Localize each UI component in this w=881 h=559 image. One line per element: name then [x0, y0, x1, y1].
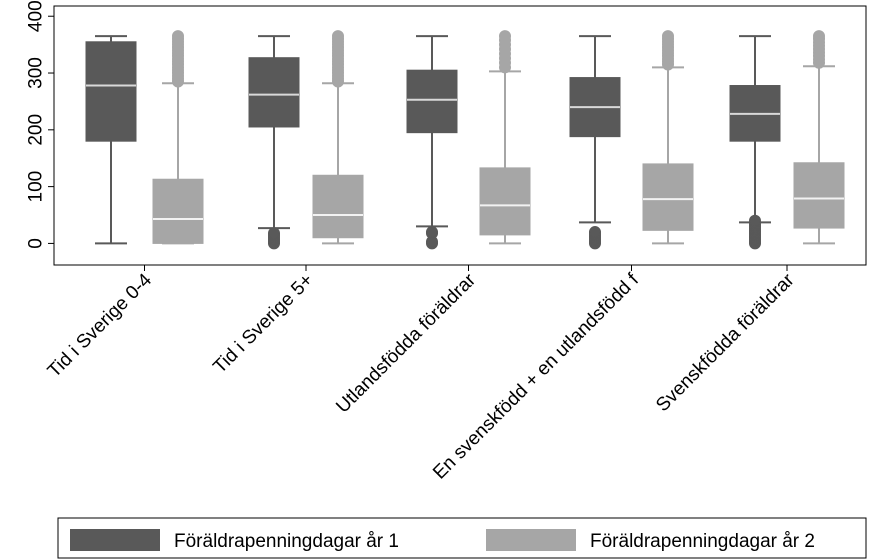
x-tick-label: Tid i Sverige 0-4	[44, 269, 156, 381]
outlier-point	[268, 227, 280, 240]
legend-label: Föräldrapenningdagar år 1	[174, 531, 399, 552]
y-tick-label: 300	[26, 57, 47, 89]
box-1-2	[248, 35, 300, 250]
box-1-1	[85, 35, 137, 245]
y-tick-label: 0	[26, 238, 47, 249]
x-tick-label: Svenskfödda föräldrar	[652, 269, 799, 416]
outlier-point	[813, 30, 825, 43]
box-2-3	[479, 30, 531, 245]
plot-area	[53, 5, 867, 266]
outlier-point	[749, 214, 761, 227]
outlier-point	[589, 226, 601, 239]
legend-frame	[57, 517, 867, 559]
x-tick-label: Tid i Sverige 5+	[209, 270, 317, 378]
box-1-5	[729, 35, 781, 250]
y-axis: 0 100 200 300 400	[26, 0, 54, 249]
box-iqr	[793, 162, 845, 229]
box-iqr	[406, 69, 458, 134]
outlier-point	[499, 30, 511, 43]
box-2-4	[642, 30, 694, 245]
legend-swatch	[70, 529, 160, 551]
box-2-1	[152, 30, 204, 245]
box-iqr	[85, 41, 137, 142]
box-1-4	[569, 35, 621, 250]
box-iqr	[642, 163, 694, 231]
legend: Föräldrapenningdagar år 1 Föräldrapenning…	[57, 517, 867, 559]
outlier-point	[426, 226, 438, 239]
box-iqr	[152, 178, 204, 244]
box-1-3	[406, 35, 458, 250]
x-tick-label: Utlandsfödda föräldrar	[332, 269, 480, 417]
box-2-2	[312, 30, 364, 245]
outlier-point	[172, 30, 184, 43]
box-2-5	[793, 30, 845, 245]
x-axis: Tid i Sverige 0-4 Tid i Sverige 5+ Utlands…	[44, 265, 799, 484]
y-tick-label: 400	[26, 0, 47, 32]
y-tick-label: 100	[26, 171, 47, 203]
box-iqr	[312, 174, 364, 239]
outlier-point	[332, 30, 344, 43]
y-tick-label: 200	[26, 114, 47, 146]
box-iqr	[479, 167, 531, 236]
outlier-point	[662, 30, 674, 43]
legend-swatch	[486, 529, 576, 551]
box-iqr	[248, 57, 300, 128]
legend-label: Föräldrapenningdagar år 2	[590, 531, 815, 552]
